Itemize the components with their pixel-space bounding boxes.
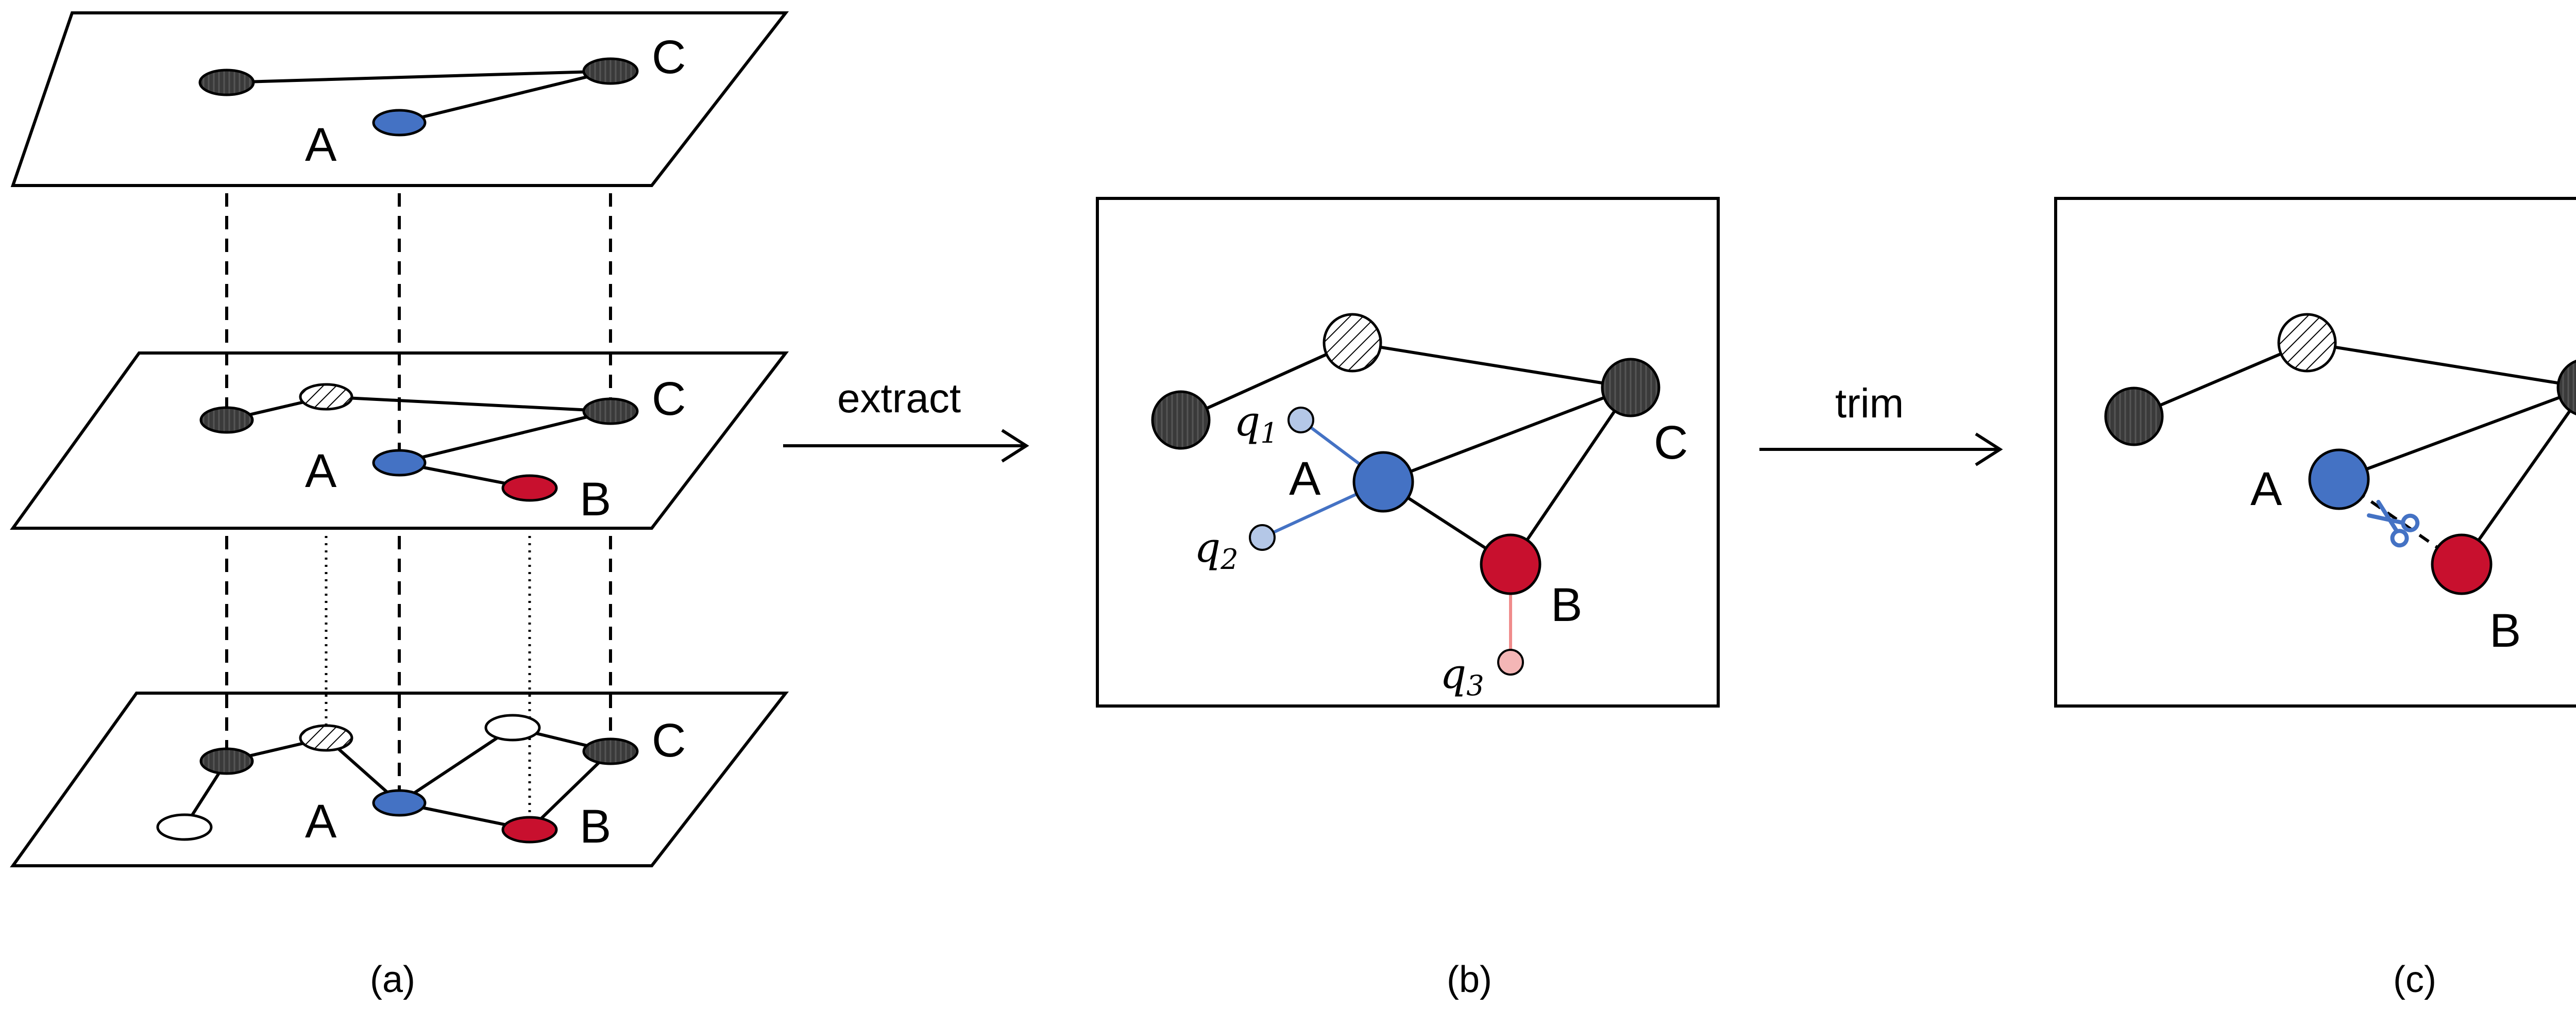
panel-b: A B C q1 q2 q3 (b) [1096, 197, 1720, 1000]
node-A [372, 449, 427, 477]
edge [399, 70, 611, 124]
arrow-trim-head [1975, 432, 2003, 466]
node-A [372, 789, 427, 817]
edge [2338, 390, 2576, 481]
node-dark [1151, 390, 1211, 450]
inter-layer-connectors [225, 193, 612, 791]
node-C [1601, 358, 1660, 417]
arrow-extract-head [1001, 429, 1029, 463]
edge [399, 410, 611, 464]
edge [1352, 341, 1631, 389]
node-C [582, 57, 639, 85]
layer-middle-graph: C A B [199, 373, 686, 526]
label-C: C [652, 31, 686, 83]
label-B: B [1551, 579, 1582, 631]
caption-b: (b) [1447, 959, 1492, 1000]
caption-c: (c) [2393, 959, 2436, 1000]
label-C: C [652, 714, 686, 767]
node-C [582, 397, 639, 425]
layer-plane-top [10, 11, 789, 187]
label-B: B [580, 473, 611, 526]
edge [2460, 399, 2576, 565]
node-hatched [1323, 313, 1382, 373]
node-A [372, 109, 427, 137]
node-dark [198, 69, 255, 96]
label-B: B [580, 800, 611, 853]
panel-b-frame [1096, 197, 1720, 708]
node-white [156, 813, 213, 841]
label-C: C [652, 373, 686, 425]
edge [2307, 341, 2576, 388]
label-A: A [1289, 452, 1321, 505]
node-C [2556, 360, 2576, 415]
label-q3: q3 [1440, 650, 1484, 702]
label-q1: q1 [1234, 397, 1278, 449]
edge [226, 70, 611, 84]
arrow-extract-label: extract [837, 375, 961, 421]
query-node-2 [1249, 524, 1276, 551]
edge [2133, 341, 2308, 418]
edge [1180, 341, 1353, 422]
panel-a: C A C A B [10, 11, 789, 1000]
node-B [1480, 533, 1541, 595]
node-A [1352, 451, 1414, 513]
arrow-trim: trim [1759, 380, 2003, 466]
label-C: C [1654, 416, 1688, 469]
panel-c: A B C (c) [2054, 197, 2576, 1000]
edge [398, 726, 514, 804]
node-B [501, 474, 558, 502]
node-B [501, 816, 558, 844]
label-A: A [305, 795, 337, 848]
node-dark [199, 747, 254, 775]
layer-plane-middle [10, 351, 789, 530]
edge [326, 395, 611, 413]
node-hatched [299, 383, 353, 411]
scissors-icon [2367, 499, 2420, 548]
node-hatched [299, 724, 353, 752]
arrow-trim-label: trim [1835, 380, 1904, 426]
layer-bottom-graph: C A B [156, 714, 686, 853]
node-dark [2104, 387, 2164, 446]
node-white [484, 714, 541, 742]
node-A [2308, 448, 2370, 510]
node-C [582, 737, 639, 765]
edge [528, 750, 612, 831]
label-A: A [2250, 463, 2282, 515]
node-B [2431, 533, 2493, 595]
label-A: A [305, 445, 337, 497]
caption-a: (a) [370, 959, 415, 1000]
label-A: A [305, 119, 337, 171]
edge [1382, 386, 1632, 483]
query-node-1 [1287, 407, 1314, 433]
node-hatched [2277, 313, 2337, 373]
edge [1509, 387, 1632, 565]
panel-c-frame [2054, 197, 2576, 708]
label-B: B [2489, 604, 2521, 657]
query-node-3 [1497, 649, 1524, 676]
node-dark [199, 406, 254, 434]
arrow-extract: extract [783, 375, 1029, 463]
label-q2: q2 [1194, 524, 1239, 576]
layer-top-graph: C A [198, 31, 686, 171]
